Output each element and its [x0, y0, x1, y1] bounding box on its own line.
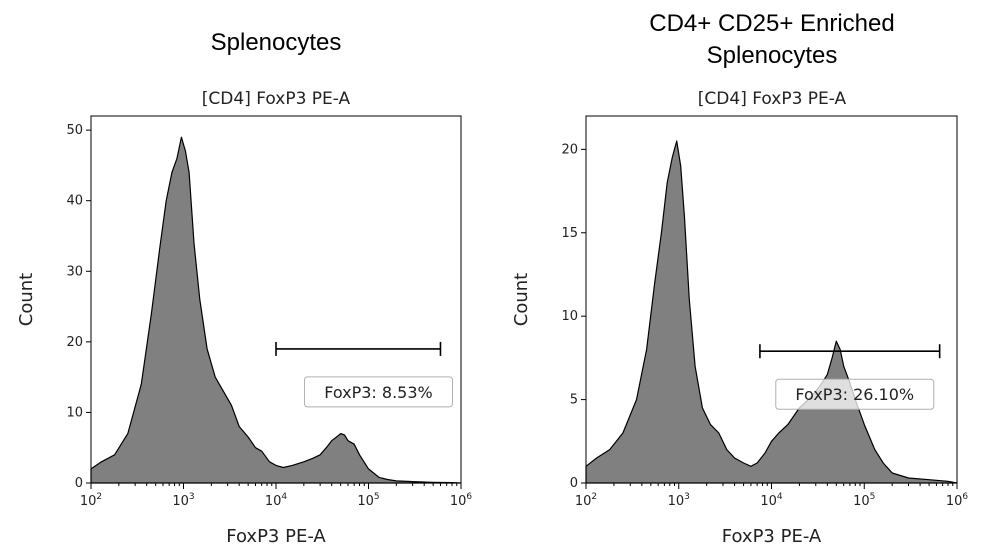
x-tick-exponent: 6: [466, 492, 472, 502]
x-tick-base: 10: [853, 494, 870, 509]
x-tick-exponent: 5: [870, 492, 876, 502]
histogram-area: [90, 136, 462, 484]
y-tick-label: 20: [66, 335, 83, 350]
y-tick-label: 10: [66, 405, 83, 420]
chart-subtitle: [CD4] FoxP3 PE-A: [202, 89, 351, 109]
y-tick-label: 15: [561, 226, 578, 241]
histogram-panel-splenocytes: Splenocytes [CD4] FoxP3 PE-A 0 10 20 30 40 50 10…: [16, 29, 472, 547]
x-tick-base: 10: [450, 494, 467, 509]
y-tick-label: 50: [66, 123, 83, 138]
x-tick-exponent: 3: [684, 492, 690, 502]
x-tick-label: 103: [172, 492, 194, 509]
x-tick-base: 10: [946, 494, 963, 509]
gate-label-box: [303, 376, 453, 408]
gate-label-box: [775, 378, 935, 410]
x-tick-exponent: 2: [591, 492, 597, 502]
y-tick-label: 40: [66, 194, 83, 209]
x-tick-exponent: 6: [962, 492, 968, 502]
y-axis-label: Count: [16, 273, 37, 326]
x-tick-label: 105: [853, 492, 875, 509]
y-tick-label: 0: [570, 476, 578, 491]
gate-label: FoxP3: 26.10%: [795, 385, 914, 404]
x-tick-base: 10: [265, 494, 282, 509]
x-tick-label: 106: [450, 492, 473, 509]
histogram-area: [585, 140, 958, 484]
x-tick-base: 10: [357, 494, 374, 509]
chart-title: CD4+ CD25+ Enriched Splenocytes: [649, 10, 894, 69]
y-tick-label: 20: [561, 142, 578, 157]
y-tick-label: 10: [561, 309, 578, 324]
x-tick-base: 10: [760, 494, 777, 509]
x-tick-label: 104: [265, 492, 288, 509]
x-tick-exponent: 3: [189, 492, 195, 502]
chart-subtitle: [CD4] FoxP3 PE-A: [698, 89, 847, 109]
x-tick-label: 106: [946, 492, 969, 509]
histogram-panel-enriched: CD4+ CD25+ Enriched Splenocytes [CD4] FoxP…: [511, 10, 968, 547]
x-tick-base: 10: [80, 494, 97, 509]
chart-title: Splenocytes: [211, 29, 342, 56]
x-tick-label: 104: [760, 492, 783, 509]
y-axis-label: Count: [511, 273, 532, 326]
y-tick-label: 0: [75, 476, 83, 491]
y-tick-label: 5: [570, 393, 578, 408]
x-tick-exponent: 5: [374, 492, 380, 502]
chart-title-line: Splenocytes: [211, 29, 342, 56]
x-tick-exponent: 2: [96, 492, 102, 502]
x-tick-exponent: 4: [777, 492, 783, 502]
chart-title-line: Splenocytes: [707, 42, 838, 69]
chart-title-line: CD4+ CD25+ Enriched: [649, 10, 894, 37]
x-tick-exponent: 4: [281, 492, 287, 502]
gate-label: FoxP3: 8.53%: [324, 383, 433, 402]
x-tick-label: 102: [80, 492, 102, 509]
x-tick-label: 102: [575, 492, 597, 509]
x-axis-label: FoxP3 PE-A: [722, 526, 822, 547]
x-tick-label: 103: [668, 492, 690, 509]
x-axis-label: FoxP3 PE-A: [226, 526, 326, 547]
x-tick-base: 10: [668, 494, 685, 509]
x-tick-base: 10: [575, 494, 592, 509]
x-tick-label: 105: [357, 492, 379, 509]
x-tick-base: 10: [172, 494, 189, 509]
y-tick-label: 30: [66, 264, 83, 279]
